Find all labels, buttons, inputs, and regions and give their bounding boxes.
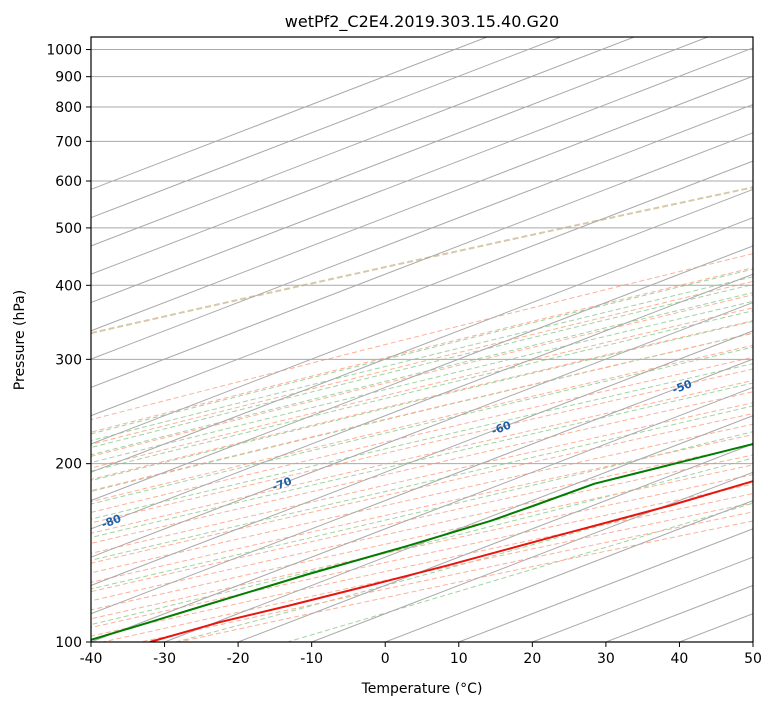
x-tick-label: -20 — [227, 651, 250, 667]
dewpoint-profile-line — [91, 442, 753, 641]
y-tick-label: 600 — [55, 174, 82, 190]
isotherm-line — [91, 37, 635, 247]
moist-adiabat-line — [91, 382, 753, 539]
isotherm-line — [91, 358, 753, 615]
isotherm-line — [91, 301, 753, 558]
y-tick-label: 900 — [55, 70, 82, 86]
y-tick-label: 700 — [55, 134, 82, 150]
moist-adiabat-line — [91, 320, 753, 482]
x-tick-label: -30 — [153, 651, 176, 667]
isotherm-line — [91, 217, 753, 473]
isotherm-line — [532, 556, 753, 642]
isotherm-line — [91, 160, 753, 417]
moist-adiabat-line — [91, 283, 753, 449]
y-tick-label: 100 — [55, 635, 82, 651]
moist-adiabat-line — [287, 502, 753, 642]
moist-adiabat-line — [91, 300, 753, 464]
dry-adiabat-line — [91, 356, 753, 513]
dry-adiabat-line — [91, 332, 753, 492]
isotherm-label: -50 — [670, 377, 694, 396]
plot-frame — [90, 36, 754, 643]
y-tick-label: 800 — [55, 100, 82, 116]
isotherm-line — [311, 471, 753, 642]
moist-adiabat-line — [91, 292, 753, 456]
x-tick-label: 50 — [744, 651, 762, 667]
isotherm-line — [91, 75, 753, 332]
isotherm-line — [458, 528, 753, 642]
plot-area: -100-90-80-70-60-50-40-30-20-10010203040… — [91, 37, 753, 642]
isotherm-line — [91, 330, 753, 586]
isotherms — [91, 37, 753, 642]
x-tick-label: 40 — [671, 651, 689, 667]
y-axis-label: Pressure (hPa) — [12, 290, 28, 390]
dry-adiabat-line — [91, 294, 753, 457]
y-tick-label: 400 — [55, 278, 82, 294]
moist-adiabat-line — [175, 481, 753, 642]
isotherm-line — [91, 103, 753, 360]
moist-adiabat-line — [91, 268, 753, 435]
dry-adiabats — [91, 253, 753, 642]
dry-adiabat-line — [91, 253, 753, 421]
isotherm-label: -80 — [100, 512, 124, 531]
dry-adiabat-line — [91, 379, 753, 534]
isotherm-label: -60 — [490, 418, 514, 437]
dry-adiabat-line — [91, 307, 753, 469]
isotherm-line — [91, 188, 753, 445]
dry-adiabat-line — [91, 344, 753, 503]
y-tick-label: 200 — [55, 457, 82, 473]
x-tick-label: -40 — [80, 651, 103, 667]
isotherm-line — [91, 386, 753, 642]
dry-adiabat-line — [91, 493, 753, 637]
x-tick-label: 20 — [523, 651, 541, 667]
chart-title: wetPf2_C2E4.2019.303.15.40.G20 — [285, 12, 559, 32]
isotherm-line — [91, 37, 561, 219]
isotherm-line — [91, 47, 753, 304]
dry-adiabat-line — [91, 320, 753, 480]
x-axis-label: Temperature (°C) — [361, 681, 483, 697]
x-tick-label: 30 — [597, 651, 615, 667]
isotherm-line — [385, 500, 753, 642]
dry-adiabat-line — [91, 267, 753, 433]
isotherm-line — [91, 273, 753, 530]
isotherm-label: -70 — [270, 474, 294, 493]
y-tick-label: 500 — [55, 221, 82, 237]
isotherm-line — [91, 37, 488, 190]
temperature-profile-line — [149, 480, 753, 642]
x-tick-label: 0 — [381, 651, 390, 667]
y-tick-label: 300 — [55, 352, 82, 368]
x-tick-label: 10 — [450, 651, 468, 667]
x-axis: -40 -30 -20 -10 0 10 20 30 40 50 — [80, 642, 762, 667]
dry-adiabat-line — [91, 280, 753, 445]
moist-adiabat-line — [91, 276, 753, 442]
moist-adiabat-line — [91, 363, 753, 520]
isotherm-line — [91, 132, 753, 388]
x-tick-label: -10 — [300, 651, 323, 667]
dry-adiabat-line — [178, 520, 753, 642]
pressure-gridlines — [91, 49, 753, 642]
moist-adiabat-line — [91, 346, 753, 505]
y-tick-label: 1000 — [46, 43, 82, 59]
isotherm-line — [752, 641, 753, 642]
dry-adiabat-line — [91, 368, 753, 524]
y-axis: 1000 900 800 700 600 500 400 300 200 100 — [46, 43, 91, 651]
sounding-series — [91, 442, 753, 642]
isotherm-line — [91, 245, 753, 502]
moist-adiabat-line — [91, 310, 753, 472]
moist-adiabat-line — [91, 457, 753, 626]
isotherm-line — [91, 37, 708, 275]
isotherm-line — [237, 443, 753, 642]
isotherm-line — [164, 415, 753, 642]
